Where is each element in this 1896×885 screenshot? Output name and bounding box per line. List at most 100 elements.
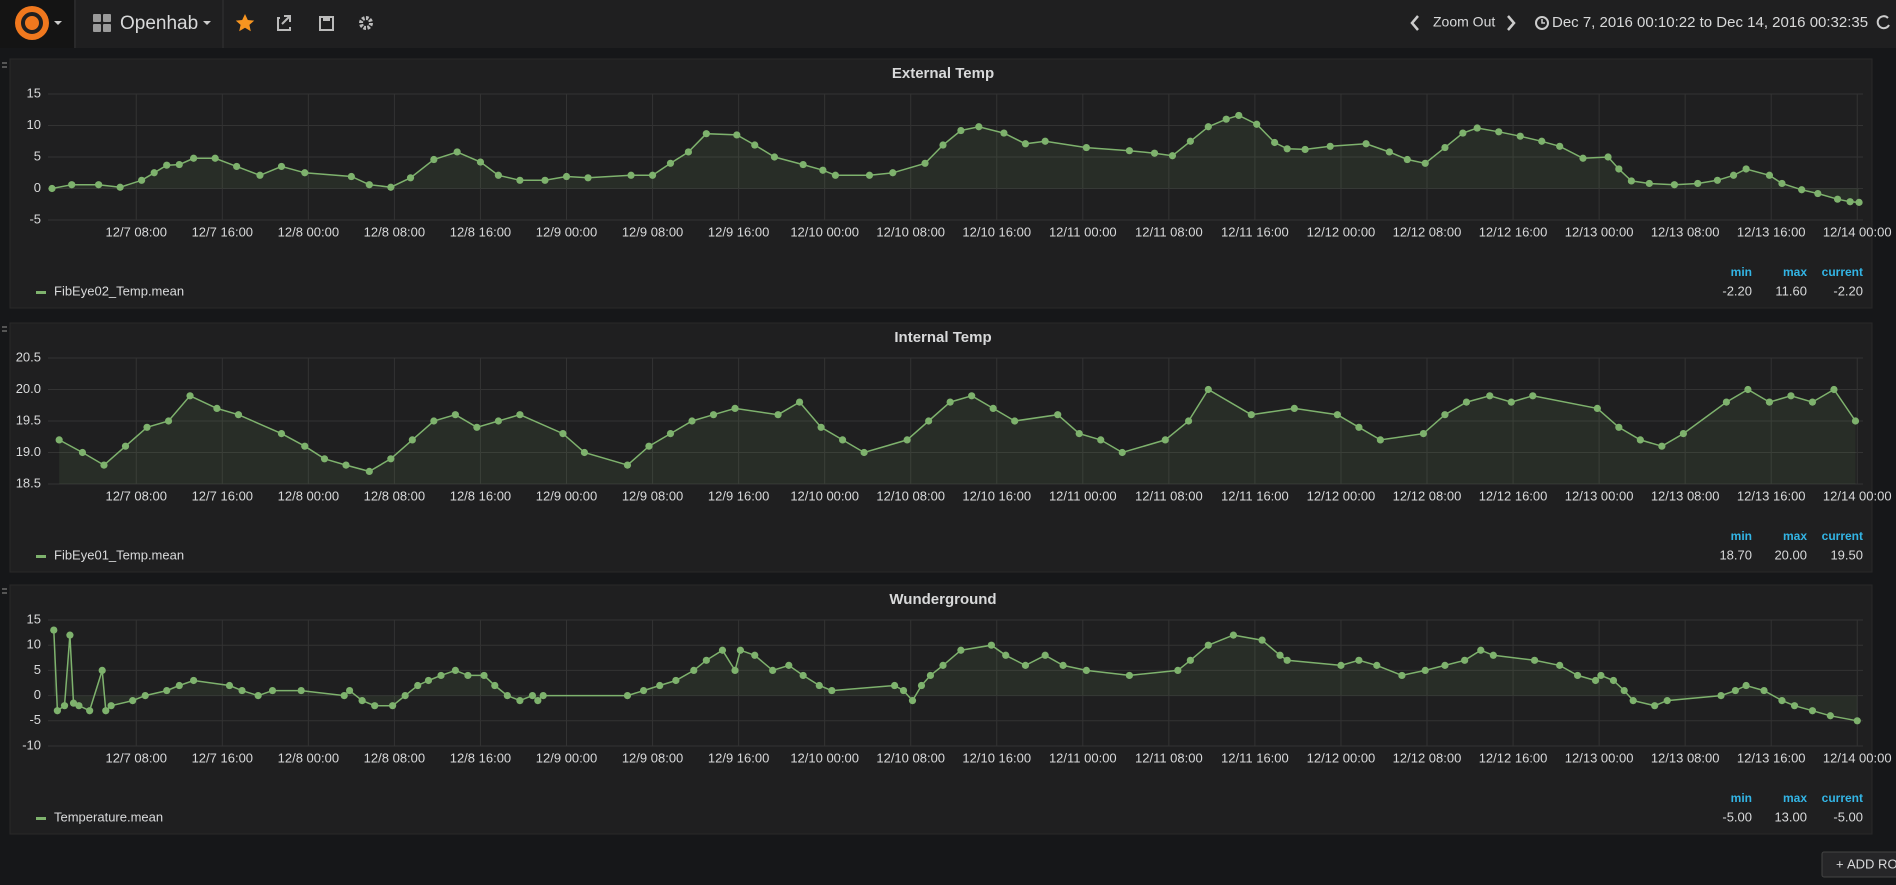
point — [163, 686, 171, 695]
point — [301, 169, 309, 177]
point — [98, 666, 106, 675]
point — [1222, 115, 1230, 123]
point — [1002, 651, 1010, 659]
point — [1556, 142, 1564, 150]
point — [1161, 436, 1169, 444]
point — [1808, 707, 1817, 715]
add-row-label[interactable]: ADD ROW — [1847, 856, 1896, 871]
point — [733, 131, 741, 139]
point — [256, 171, 264, 179]
point — [1000, 129, 1008, 137]
point — [1529, 392, 1537, 400]
point — [347, 172, 355, 181]
panel-title: Internal Temp — [894, 329, 991, 346]
x-tick-label: 12/8 00:00 — [278, 488, 339, 503]
point — [301, 442, 309, 450]
add-row-button[interactable] — [1821, 851, 1896, 878]
star-button[interactable] — [235, 14, 255, 32]
point — [903, 436, 911, 444]
point — [627, 171, 635, 179]
dashboard-name[interactable]: Openhab — [120, 13, 198, 34]
zoom-back[interactable] — [1410, 15, 1419, 31]
y-tick-label: -10 — [22, 737, 41, 752]
point — [1629, 697, 1637, 705]
legend-stat-value: 18.70 — [1719, 547, 1752, 562]
point — [890, 681, 899, 690]
point — [1283, 656, 1291, 664]
point — [1851, 417, 1860, 425]
point — [1229, 631, 1237, 639]
point — [238, 686, 246, 695]
point — [1376, 436, 1385, 444]
legend-label: FibEye01_Temp.mean — [54, 547, 184, 562]
zoom-out[interactable]: Zoom Out — [1433, 14, 1495, 30]
point — [1538, 137, 1546, 145]
legend-stat-value: -5.00 — [1722, 809, 1752, 824]
point — [799, 160, 807, 169]
point — [1421, 159, 1429, 167]
x-tick-label: 12/11 00:00 — [1049, 224, 1117, 239]
point — [702, 656, 710, 664]
point — [1670, 181, 1679, 189]
point — [736, 646, 745, 654]
point — [1778, 697, 1786, 705]
point — [1760, 686, 1768, 695]
point — [503, 692, 511, 700]
x-tick-label: 12/11 08:00 — [1135, 488, 1203, 503]
point — [1495, 128, 1503, 136]
x-tick-label: 12/13 16:00 — [1737, 750, 1806, 765]
point — [430, 417, 438, 425]
x-tick-label: 12/12 16:00 — [1479, 224, 1548, 239]
point — [1082, 143, 1090, 152]
point — [774, 411, 782, 419]
point — [1742, 165, 1750, 173]
panel-bg — [9, 58, 1873, 309]
point — [946, 398, 954, 406]
point — [1731, 686, 1739, 695]
x-tick-label: 12/9 16:00 — [708, 488, 769, 503]
line — [58, 388, 1857, 473]
legend-stat-header: current — [1822, 791, 1863, 805]
point — [268, 686, 277, 695]
zoom-forward[interactable] — [1507, 15, 1516, 31]
y-tick-label: -5 — [29, 712, 41, 727]
x-tick-label: 12/8 16:00 — [450, 750, 511, 765]
x-tick-label: 12/9 08:00 — [622, 224, 683, 239]
point — [926, 671, 935, 680]
point — [1787, 392, 1795, 400]
point — [1722, 398, 1730, 406]
point — [254, 692, 262, 700]
point — [277, 162, 286, 171]
point — [623, 692, 632, 700]
share-button[interactable] — [277, 15, 291, 31]
point — [539, 692, 547, 700]
x-tick-label: 12/9 00:00 — [536, 488, 597, 503]
point — [968, 392, 976, 400]
point — [233, 162, 241, 171]
point — [424, 676, 433, 685]
point — [1271, 138, 1279, 147]
point — [1041, 651, 1049, 659]
point — [1125, 671, 1134, 680]
point — [1125, 147, 1134, 155]
y-tick-label: 19.5 — [16, 412, 41, 427]
navbar — [0, 0, 1896, 48]
refresh-button[interactable] — [1876, 15, 1890, 30]
point — [129, 697, 137, 705]
point — [163, 161, 171, 169]
point — [1075, 430, 1083, 438]
settings-button[interactable] — [359, 16, 373, 30]
point — [1118, 448, 1126, 457]
point — [1620, 686, 1628, 695]
point — [688, 417, 696, 425]
point — [1283, 145, 1291, 153]
point — [769, 666, 777, 675]
x-tick-label: 12/10 00:00 — [790, 224, 859, 239]
point — [925, 417, 933, 425]
x-tick-label: 12/10 00:00 — [790, 488, 859, 503]
point — [1645, 179, 1653, 188]
point — [1765, 398, 1774, 406]
point — [414, 681, 422, 690]
time-range[interactable]: Dec 7, 2016 00:10:22 to Dec 14, 2016 00:… — [1552, 14, 1868, 31]
point — [516, 697, 524, 705]
